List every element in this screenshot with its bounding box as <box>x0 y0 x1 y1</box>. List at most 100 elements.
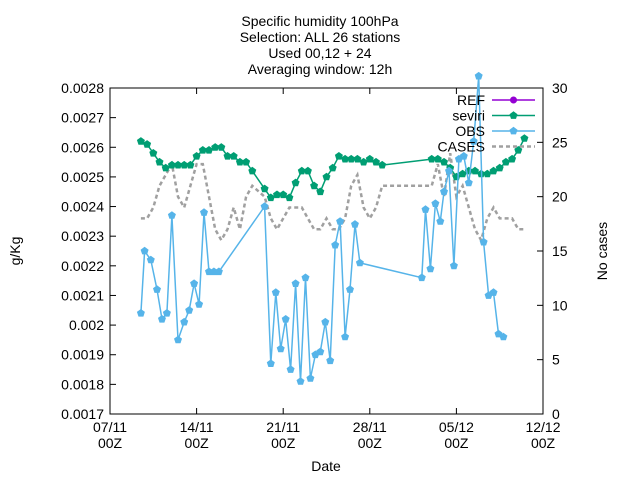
x-tick-label-date: 07/11 <box>93 419 127 435</box>
chart-title-line-1: Specific humidity 100hPa <box>241 13 399 29</box>
data-point-seviri <box>205 146 213 154</box>
legend-label-seviri: seviri <box>452 108 485 124</box>
data-point-seviri <box>279 190 288 199</box>
y2-tick-label: 20 <box>552 189 568 205</box>
data-point-obs <box>185 306 194 314</box>
data-point-seviri <box>260 184 269 193</box>
x-tick-label-hour: 00Z <box>531 435 556 451</box>
data-point-obs <box>355 258 364 267</box>
y-axis-label: g/Kg <box>7 237 23 266</box>
data-point-obs <box>421 205 430 213</box>
data-point-obs <box>326 356 335 365</box>
x-tick-label-date: 21/11 <box>266 419 300 435</box>
y-tick-label: 0.0017 <box>61 406 104 422</box>
data-point-seviri <box>211 143 220 151</box>
y-tick-label: 0.0024 <box>61 199 104 215</box>
data-point-obs <box>436 217 445 225</box>
legend-label-ref: REF <box>457 92 485 108</box>
data-point-obs <box>336 217 345 225</box>
data-point-obs <box>346 285 354 293</box>
data-point-seviri <box>483 169 492 178</box>
series-cases <box>140 153 525 244</box>
data-point-seviri <box>266 193 275 202</box>
data-point-seviri <box>334 152 343 160</box>
data-point-obs <box>479 237 488 246</box>
data-point-seviri <box>508 154 517 163</box>
data-point-obs <box>140 246 149 255</box>
data-point-obs <box>200 208 208 216</box>
y-tick-label: 0.0023 <box>61 228 104 244</box>
data-point-seviri <box>347 154 356 163</box>
y2-axis-label: No cases <box>594 222 610 280</box>
y-tick-label: 0.0026 <box>61 139 104 155</box>
x-tick-label-date: 14/11 <box>180 419 214 435</box>
data-point-obs <box>426 264 435 273</box>
data-point-seviri <box>229 152 238 160</box>
data-point-seviri <box>372 157 380 166</box>
x-tick-label-hour: 00Z <box>271 435 296 451</box>
data-point-seviri <box>303 166 312 175</box>
data-point-obs <box>214 267 223 276</box>
y-tick-label: 0.0022 <box>61 258 104 274</box>
data-point-seviri <box>198 146 207 154</box>
data-point-seviri <box>273 190 281 199</box>
data-point-obs <box>499 332 508 341</box>
y-tick-label: 0.0018 <box>61 376 104 392</box>
data-point-seviri <box>291 178 300 187</box>
data-point-obs <box>331 240 340 249</box>
data-point-seviri <box>341 154 350 163</box>
x-tick-label-hour: 00Z <box>358 435 383 451</box>
data-point-seviri <box>316 187 325 196</box>
data-point-seviri <box>192 152 201 160</box>
data-point-seviri <box>501 157 510 166</box>
data-point-obs <box>153 285 161 293</box>
data-point-seviri <box>161 163 170 172</box>
data-point-seviri <box>310 181 319 190</box>
data-point-seviri <box>353 154 362 163</box>
x-axis-label: Date <box>311 458 341 474</box>
data-point-obs <box>162 309 171 317</box>
data-point-seviri <box>322 172 331 181</box>
series-seviri <box>136 134 529 202</box>
data-point-obs <box>146 255 155 264</box>
data-point-obs <box>174 335 182 344</box>
data-point-seviri <box>328 163 337 172</box>
series-layer <box>136 71 529 385</box>
data-point-obs <box>291 279 300 287</box>
data-point-obs <box>190 279 199 287</box>
data-point-obs <box>167 211 176 219</box>
data-point-obs <box>474 71 483 80</box>
data-point-seviri <box>495 163 504 172</box>
data-point-seviri <box>174 160 182 169</box>
data-point-obs <box>296 377 305 385</box>
data-point-seviri <box>433 154 442 163</box>
y-tick-label: 0.0021 <box>61 287 104 303</box>
legend-marker-obs <box>509 126 518 135</box>
data-point-seviri <box>217 143 226 151</box>
data-point-obs <box>431 199 440 207</box>
data-point-seviri <box>297 166 306 175</box>
series-line-obs <box>140 76 504 382</box>
data-point-obs <box>195 300 204 308</box>
data-point-obs <box>281 315 290 323</box>
x-tick-label-date: 05/12 <box>439 419 474 435</box>
data-point-obs <box>469 137 478 145</box>
axis-ticks: 0.0017 0.0018 0.0019 0.002 0.0021 0.0022 0.002… <box>61 80 568 451</box>
data-point-seviri <box>458 169 467 178</box>
legend-label-obs: OBS <box>455 123 485 139</box>
data-point-seviri <box>471 166 479 175</box>
data-point-obs <box>321 317 330 326</box>
data-point-obs <box>316 347 325 356</box>
data-point-obs <box>341 332 350 341</box>
x-tick-label-date: 28/11 <box>353 419 387 435</box>
chart-title-line-2: Selection: ALL 26 stations <box>239 29 401 45</box>
data-point-seviri <box>520 134 529 142</box>
y2-tick-label: 30 <box>552 80 568 96</box>
data-point-obs <box>489 288 498 296</box>
data-point-obs <box>440 187 448 196</box>
chart-title-line-4: Averaging window: 12h <box>247 61 393 77</box>
y2-tick-label: 25 <box>552 134 568 150</box>
data-point-seviri <box>514 146 523 154</box>
